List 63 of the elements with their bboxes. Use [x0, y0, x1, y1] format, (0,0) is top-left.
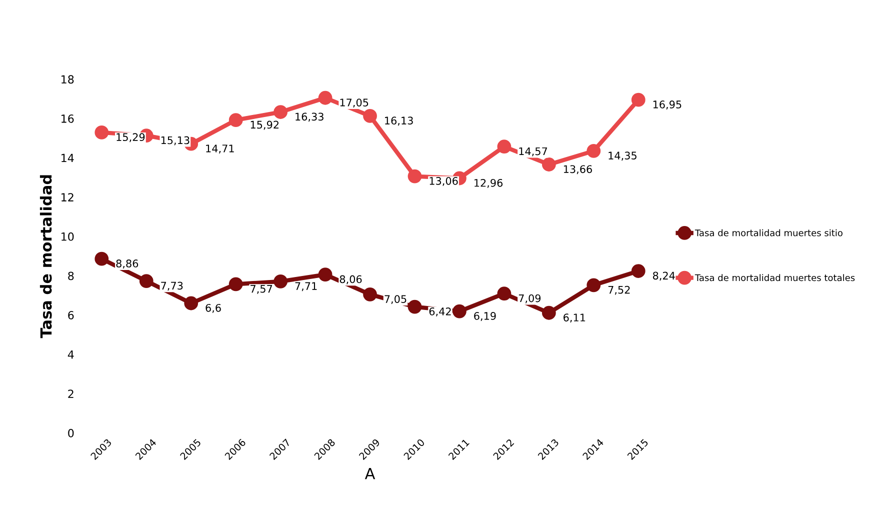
y-tick-label: 0 — [68, 428, 74, 438]
point — [363, 109, 377, 123]
point — [274, 274, 288, 288]
point — [139, 274, 154, 288]
data-label: 16,13 — [385, 116, 413, 126]
data-label: 16,33 — [296, 112, 324, 122]
y-tick-label: 10 — [62, 232, 74, 241]
data-label: 16,95 — [653, 100, 682, 110]
y-tick-label: 14 — [62, 154, 74, 162]
data-label: 7,52 — [608, 286, 630, 295]
point — [94, 126, 109, 140]
point — [184, 296, 198, 310]
point — [631, 264, 646, 278]
y-tick-label: 18 — [62, 75, 74, 84]
point — [228, 277, 243, 292]
y-tick-label: 8 — [68, 272, 74, 280]
point — [631, 92, 646, 107]
data-label: 7,05 — [384, 295, 406, 304]
data-label: 6,19 — [474, 312, 496, 321]
data-label: 12,96 — [474, 178, 503, 188]
data-label: 14,57 — [519, 147, 548, 156]
y-tick-label: 16 — [62, 114, 74, 123]
data-label: 7,09 — [518, 294, 541, 304]
point — [497, 286, 512, 301]
point — [318, 268, 332, 282]
point — [94, 252, 109, 266]
legend-label: Tasa de mortalidad muertes sitio — [694, 229, 842, 236]
data-label: 15,92 — [250, 120, 279, 130]
data-label: 8,06 — [340, 275, 362, 284]
data-label: 7,73 — [161, 282, 183, 291]
point — [318, 90, 332, 105]
point — [408, 169, 422, 184]
y-axis-title: Tasa de mortalidad — [40, 175, 52, 338]
data-label: 13,06 — [430, 176, 458, 186]
point — [274, 105, 288, 119]
data-label: 15,29 — [116, 133, 145, 142]
data-label: 17,05 — [340, 98, 368, 108]
point — [586, 144, 601, 158]
point — [228, 113, 243, 128]
data-label: 6,11 — [564, 314, 586, 323]
point — [542, 306, 556, 320]
y-tick-label: 4 — [68, 350, 74, 359]
data-label: 7,71 — [295, 282, 317, 292]
data-label: 15,13 — [161, 136, 190, 146]
data-label: 13,66 — [564, 165, 592, 174]
y-tick-label: 2 — [68, 390, 74, 398]
data-label: 14,35 — [608, 152, 636, 161]
y-tick-label: 12 — [62, 193, 74, 202]
point — [497, 140, 512, 154]
data-label: 8,24 — [652, 272, 675, 281]
y-tick-label: 6 — [68, 311, 74, 320]
point — [542, 158, 556, 172]
point — [452, 304, 466, 318]
data-label: 6,42 — [429, 307, 451, 316]
data-label: 6,6 — [206, 304, 221, 313]
point — [586, 278, 601, 292]
point — [363, 287, 377, 302]
data-label: 7,57 — [250, 285, 272, 294]
data-label: 8,86 — [116, 260, 138, 268]
legend-label: Tasa de mortalidad muertes totales — [694, 274, 855, 282]
point — [408, 300, 422, 314]
x-axis-title: A — [364, 468, 376, 480]
data-label: 14,71 — [206, 144, 234, 154]
